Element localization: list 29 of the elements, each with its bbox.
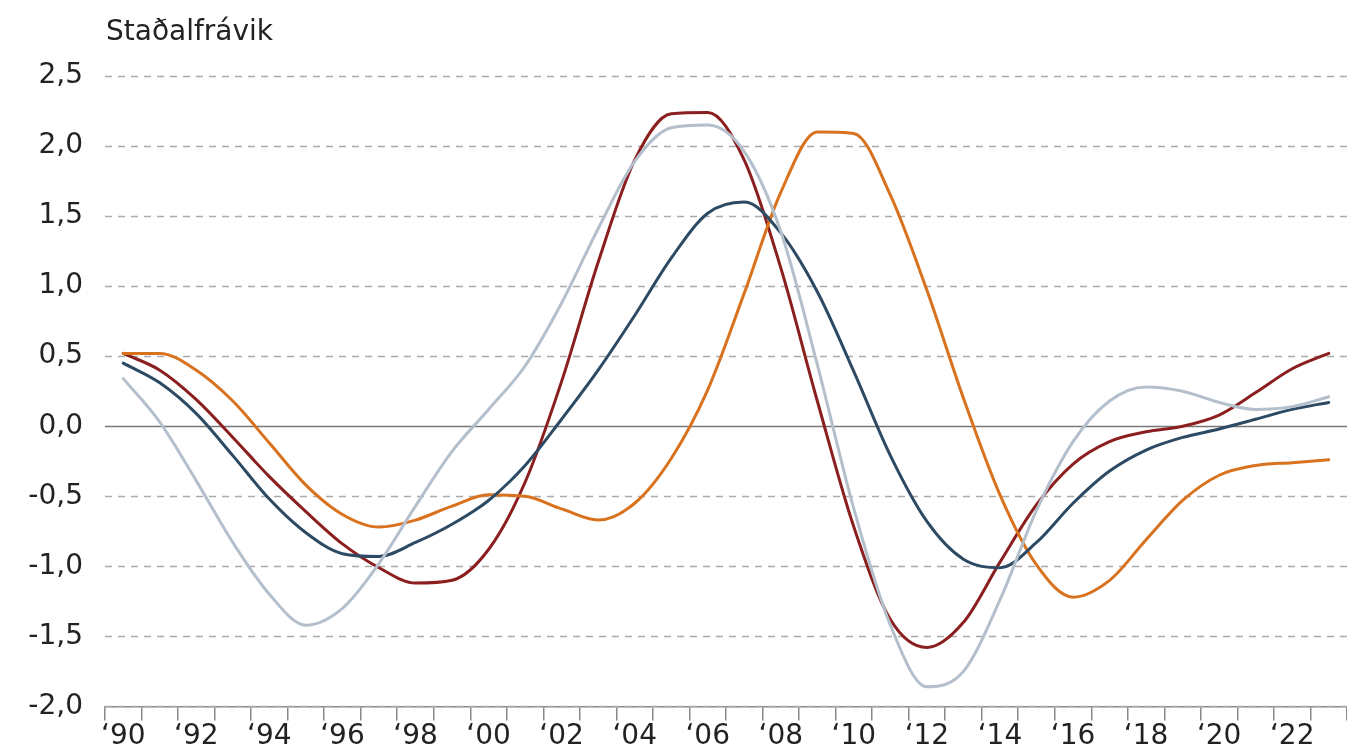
- y-tick-label: 2,0: [38, 127, 83, 161]
- x-tick-label: ‘14: [977, 718, 1023, 752]
- y-tick-label: 2,5: [38, 57, 83, 91]
- x-tick-label: ‘94: [247, 718, 292, 752]
- x-tick-label: ‘16: [1050, 718, 1096, 752]
- x-tick-label: ‘20: [1196, 718, 1242, 752]
- y-tick-label: 0,5: [38, 337, 83, 371]
- y-axis-title: Staðalfrávik: [106, 14, 274, 47]
- y-tick-label: -1,5: [28, 617, 83, 651]
- line-series: [121, 200, 1331, 570]
- x-tick-label: ‘02: [539, 718, 584, 752]
- x-tick-label: ‘96: [320, 718, 365, 752]
- x-tick-label: ‘98: [393, 718, 438, 752]
- x-tick-label: ‘04: [612, 718, 657, 752]
- x-tick-label: ‘10: [831, 718, 877, 752]
- x-tick-label: ‘00: [466, 718, 511, 752]
- x-tick-label: ‘06: [685, 718, 730, 752]
- y-tick-label: -0,5: [28, 477, 83, 511]
- y-tick-label: 1,0: [38, 267, 83, 301]
- y-tick-label: -2,0: [28, 687, 83, 721]
- y-tick-label: -1,0: [28, 547, 83, 581]
- y-tick-label: 1,5: [38, 197, 83, 231]
- x-tick-label: ‘08: [758, 718, 804, 752]
- x-tick-label: ‘92: [174, 718, 219, 752]
- x-tick-label: ‘22: [1269, 718, 1315, 752]
- x-tick-label: ‘18: [1123, 718, 1169, 752]
- x-tick-label: ‘90: [101, 718, 146, 752]
- y-tick-label: 0,0: [38, 407, 83, 441]
- x-tick-label: ‘12: [904, 718, 950, 752]
